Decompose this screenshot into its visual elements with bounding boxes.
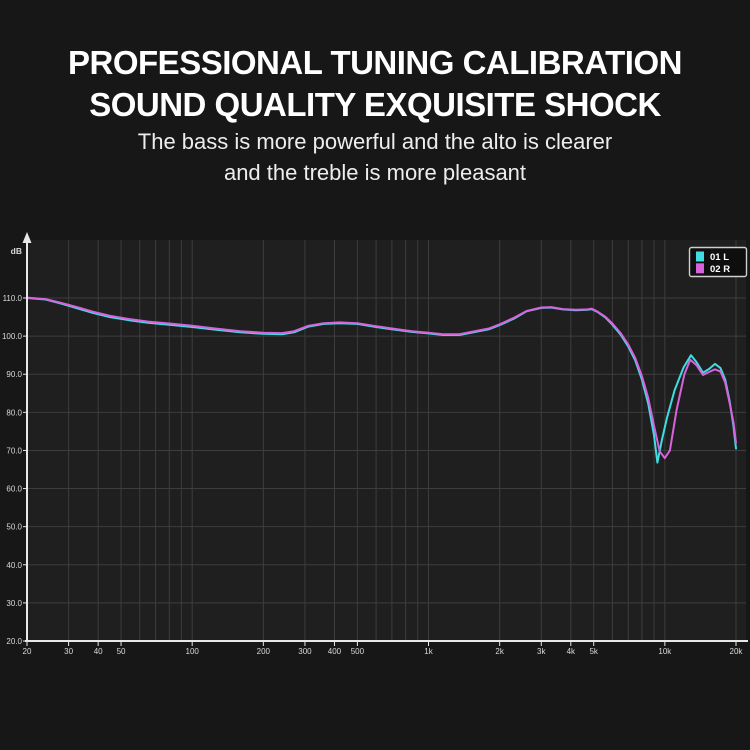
y-tick-label: 50.0 [6,523,22,532]
axes [22,232,748,642]
x-tick-label: 5k [589,647,598,656]
x-tick-label: 20k [730,647,744,656]
series-group [26,296,737,464]
y-tick-label: 40.0 [6,561,22,570]
subtitle-line-1: The bass is more powerful and the alto i… [137,129,613,154]
legend-swatch-1 [696,251,704,262]
y-tick-label: 60.0 [6,485,22,494]
title-line-2: SOUND QUALITY EXQUISITE SHOCK [89,86,661,123]
y-axis-unit-label: dB [11,246,22,256]
y-tick-labels: 110.0 100.0 90.0 80.0 70.0 60.0 50.0 40.0 30.0 20… [2,294,23,646]
chart-legend: 01 L02 R [688,246,748,278]
legend-label-1: 01 L [710,252,729,263]
series-02-r [26,296,737,460]
subtitle-line-2: and the treble is more pleasant [223,160,527,185]
x-tick-label: 500 [351,647,365,656]
x-tick-label: 30 [64,647,73,656]
x-tick-label: 50 [117,647,126,656]
x-tick-label: 4k [567,647,576,656]
y-tick-label: 90.0 [6,370,22,379]
x-tick-label: 40 [94,647,103,656]
x-tick-label: 100 [186,647,200,656]
x-tick-label: 1k [424,647,433,656]
y-tick-label: 100.0 [2,332,23,341]
x-tick-label: 2k [495,647,504,656]
x-tick-label: 200 [257,647,271,656]
y-tick-label: 30.0 [6,599,22,608]
y-tick-label: 20.0 [6,637,22,646]
x-tick-label: 20 [23,647,32,656]
title-line-1: PROFESSIONAL TUNING CALIBRATION [68,44,682,81]
x-tick-labels: 20 30 40 50 100 200 300 400 500 1k 2k 3k 4k 5k 10k 20k [23,647,744,656]
y-tick-label: 70.0 [6,446,22,455]
y-tick-label: 80.0 [6,408,22,417]
legend-swatch-2 [696,263,704,274]
y-axis-arrow-icon [22,232,32,243]
x-tick-label: 400 [328,647,342,656]
legend-label-2: 02 R [710,264,730,275]
tick-marks [23,297,737,646]
x-tick-label: 10k [658,647,672,656]
x-tick-label: 300 [298,647,312,656]
y-tick-label: 110.0 [3,294,23,303]
plot-area [27,240,746,641]
x-tick-label: 3k [537,647,546,656]
